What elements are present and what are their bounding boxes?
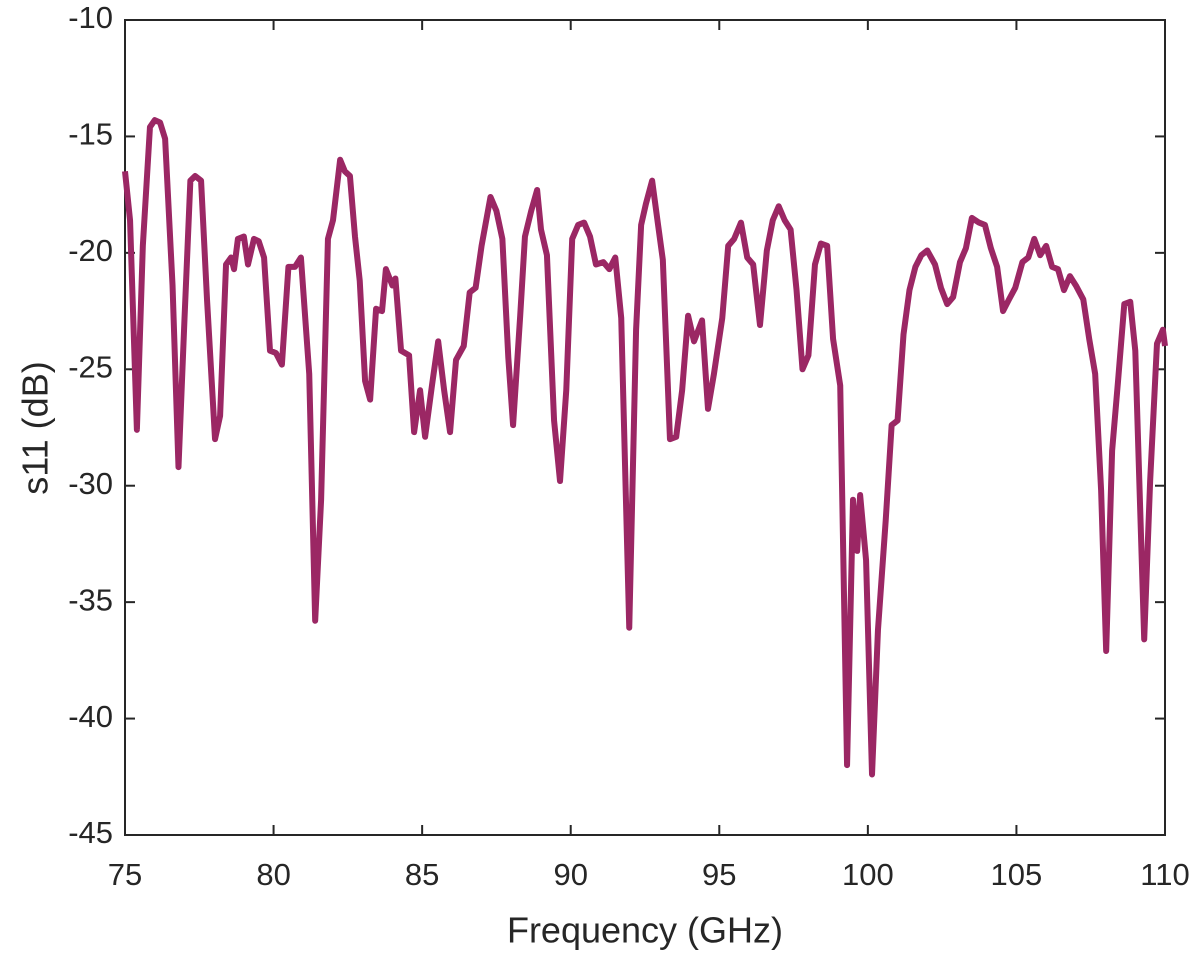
data-line [122,117,1168,778]
x-tick-label: 90 [553,857,587,892]
y-tick-label: -35 [68,582,113,617]
y-tick-label: -20 [68,233,113,268]
x-tick-label: 110 [1140,857,1189,892]
x-tick-label: 95 [702,857,736,892]
x-tick-label: 85 [405,857,439,892]
y-tick-label: -10 [68,0,113,35]
x-tick-label: 80 [256,857,290,892]
y-tick-label: -40 [68,699,113,734]
x-tick-label: 75 [108,857,142,892]
y-tick-label: -30 [68,466,113,501]
y-tick-label: -45 [68,815,113,850]
y-tick-label: -15 [68,117,113,152]
y-tick-label: -25 [68,349,113,384]
x-axis-label: Frequency (GHz) [507,910,783,951]
x-tick-label: 100 [842,857,894,892]
plot-frame [124,19,1166,836]
x-tick-label: 105 [991,857,1043,892]
y-axis-label: s11 (dB) [15,361,56,494]
